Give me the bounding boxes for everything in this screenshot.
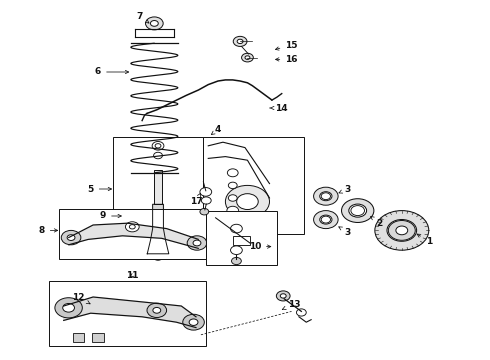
Circle shape — [153, 307, 161, 313]
Circle shape — [187, 236, 207, 250]
Circle shape — [321, 193, 331, 199]
Bar — [73, 333, 84, 342]
Circle shape — [276, 291, 290, 301]
Circle shape — [55, 298, 82, 318]
Circle shape — [228, 182, 237, 189]
Circle shape — [396, 226, 408, 235]
Circle shape — [61, 230, 81, 245]
Circle shape — [129, 225, 135, 229]
Circle shape — [152, 141, 164, 150]
Text: 1: 1 — [417, 234, 432, 246]
Circle shape — [233, 36, 247, 46]
Circle shape — [193, 240, 201, 246]
Circle shape — [230, 224, 242, 233]
Circle shape — [183, 314, 204, 330]
Circle shape — [189, 319, 198, 325]
Text: 13: 13 — [282, 300, 300, 310]
Circle shape — [153, 253, 163, 260]
Text: 11: 11 — [126, 271, 139, 280]
Text: 3: 3 — [339, 227, 351, 237]
Circle shape — [201, 197, 211, 204]
Circle shape — [146, 17, 163, 30]
Text: 17: 17 — [190, 193, 202, 206]
Bar — [203, 137, 304, 234]
Circle shape — [320, 215, 332, 224]
Text: 7: 7 — [136, 12, 149, 23]
Circle shape — [242, 53, 253, 62]
Bar — [113, 137, 203, 259]
Text: 14: 14 — [270, 104, 288, 112]
Circle shape — [321, 216, 331, 223]
Circle shape — [67, 235, 75, 240]
Text: 6: 6 — [95, 68, 129, 77]
Circle shape — [231, 257, 241, 265]
Circle shape — [155, 144, 161, 148]
Bar — [232, 236, 250, 245]
Bar — [206, 211, 277, 265]
Text: 2: 2 — [370, 216, 383, 228]
Circle shape — [388, 220, 415, 240]
Text: 12: 12 — [72, 292, 90, 304]
Circle shape — [349, 204, 367, 217]
Text: 3: 3 — [339, 184, 351, 194]
Circle shape — [314, 187, 338, 205]
Text: 9: 9 — [99, 211, 122, 220]
Text: 8: 8 — [39, 226, 58, 235]
Circle shape — [320, 192, 332, 201]
Bar — [92, 333, 104, 342]
Circle shape — [280, 294, 286, 298]
Text: 16: 16 — [275, 55, 298, 64]
Circle shape — [342, 199, 374, 222]
Text: 5: 5 — [88, 184, 112, 194]
Text: 4: 4 — [211, 125, 221, 135]
Circle shape — [200, 208, 209, 215]
Circle shape — [245, 56, 250, 59]
Text: 10: 10 — [248, 242, 271, 251]
Bar — [154, 170, 162, 204]
Circle shape — [228, 195, 237, 201]
Polygon shape — [64, 297, 196, 328]
Bar — [49, 281, 206, 346]
Circle shape — [147, 303, 167, 318]
Circle shape — [63, 303, 74, 312]
Bar — [59, 209, 206, 259]
Circle shape — [375, 211, 429, 250]
Polygon shape — [69, 223, 198, 248]
Circle shape — [351, 206, 365, 216]
Circle shape — [150, 21, 158, 26]
Polygon shape — [147, 204, 169, 254]
Circle shape — [225, 185, 270, 218]
Circle shape — [237, 194, 258, 210]
Circle shape — [125, 222, 139, 232]
Circle shape — [314, 211, 338, 229]
Text: 15: 15 — [275, 40, 298, 50]
Circle shape — [230, 246, 242, 255]
Circle shape — [227, 169, 238, 177]
Circle shape — [296, 309, 306, 316]
Circle shape — [154, 152, 163, 159]
Circle shape — [237, 39, 243, 44]
Circle shape — [227, 206, 239, 215]
Wedge shape — [153, 231, 163, 234]
Circle shape — [387, 220, 416, 241]
Circle shape — [200, 188, 212, 196]
